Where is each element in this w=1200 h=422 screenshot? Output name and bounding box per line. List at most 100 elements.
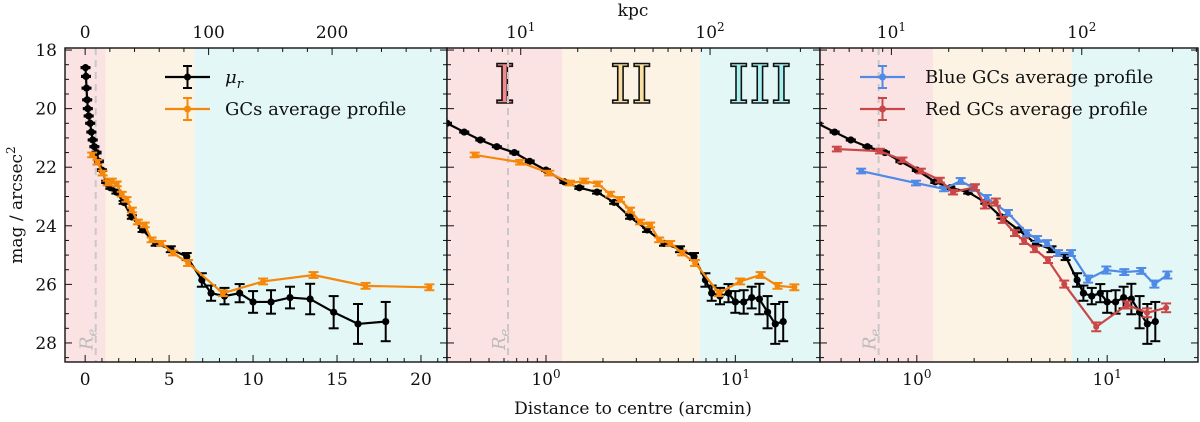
region-II-shade [933,48,1072,362]
top-x-tick-label: 200 [316,23,348,43]
gcs-point [735,277,746,286]
legend-label-text: Red GCs average profile [925,99,1148,120]
mu_r-marker [690,252,698,261]
gcs-marker [134,218,141,225]
mu_r-marker [763,308,772,316]
gcs-point [97,169,108,177]
series-mu_r [447,119,789,345]
y-tick-label: 28 [35,334,57,354]
mu_r-marker [87,128,95,136]
x-axis-title: Distance to centre (arcmin) [514,399,752,419]
legend-label-text: Blue GCs average profile [925,67,1153,88]
gcs-point [111,180,122,188]
blue_gcs-marker [1023,230,1030,237]
blue_gcs-point [955,177,966,185]
red_gcs-point [1010,229,1021,238]
mu_r-marker [740,298,748,306]
re-label: Re [860,328,884,351]
blue_gcs-point [910,179,921,187]
red_gcs-point [1121,300,1132,310]
blue_gcs-point [856,167,867,175]
mu_r-marker [86,119,94,127]
gcs-point [515,158,526,166]
gcs-point [592,180,603,188]
mu_r-marker [249,298,257,306]
top-x-tick-label: 100 [192,23,224,43]
legend-label-text: GCs average profile [225,99,406,120]
gcs-marker [607,191,614,198]
mu_r-point [829,128,840,136]
mu_r-marker [207,289,215,297]
legend-label: Red GCs average profile [925,99,1148,120]
blue_gcs-marker [1004,209,1011,216]
x-tick-label-base: 10 [531,370,553,390]
top-x-tick-label: 0 [80,23,91,43]
red_gcs-marker [971,184,978,191]
blue_gcs-marker [1085,276,1092,283]
y-tick-label: 22 [35,158,57,178]
mu_r-point [1086,286,1097,306]
red_gcs-marker [950,189,957,196]
mu_r-point [89,143,100,151]
y-tick-label: 20 [35,100,57,120]
blue_gcs-point [1162,270,1173,280]
mu_r-point [285,285,296,310]
red_gcs-point [874,147,885,155]
mu_r-marker [708,289,716,297]
gcs-point [625,206,636,214]
gcs-point [544,169,555,177]
mu_r-point [83,112,94,120]
legend-label: μr [225,67,244,92]
red_gcs-marker [981,202,988,208]
x-tick-label: 15 [326,370,348,390]
x-tick-label: 5 [164,370,175,390]
plot-area: Re [820,48,1198,362]
gcs-marker [362,282,369,289]
gcs-point [579,177,590,185]
mu_r-marker [575,184,583,192]
mu_r-point [609,198,620,206]
mu_r-marker [1120,293,1128,302]
legend-item-red_gcs: Red GCs average profile [860,97,1148,121]
mu_r-marker [1073,276,1081,284]
gcs-marker [99,170,106,177]
top-axis-title: kpc [618,1,649,21]
mu_r-point [328,295,339,330]
mu_r-marker [286,293,294,302]
gcs-marker [185,259,192,266]
gcs-marker [647,221,654,228]
mu_r-point [87,136,98,144]
y-axis-title-sup: 2 [4,146,18,154]
blue_gcs-marker [957,177,964,184]
mu_r-point [524,157,535,165]
gcs-marker [667,240,674,247]
mu_r-marker [731,298,739,306]
blue_gcs-marker [1103,267,1110,274]
gcs-marker [260,278,267,285]
gcs-marker [692,259,699,266]
y-tick-label: 18 [35,41,57,61]
gcs-marker [123,196,130,203]
gcs-point [87,151,98,159]
mu_r-point [82,96,93,104]
red_gcs-point [934,176,945,184]
mu_r-marker [354,320,362,328]
mu_r-marker [510,148,518,157]
x-tick-label-base: 10 [1093,370,1115,390]
legend-marker [879,105,886,113]
gcs-point [121,196,132,203]
gcs-point [424,283,435,292]
mu_r-marker [1151,317,1159,326]
blue_gcs-marker [983,194,990,201]
region-III-shade [194,48,447,362]
red_gcs-point [831,145,842,153]
mu_r-marker [831,128,839,136]
series-red_gcs [831,145,1172,333]
mu_r-marker [82,84,91,92]
gcs-marker [791,284,798,291]
blue_gcs-marker [858,168,865,175]
mu_r-point [86,128,97,136]
gcs-point [258,277,269,286]
mu_r-marker [476,136,484,144]
